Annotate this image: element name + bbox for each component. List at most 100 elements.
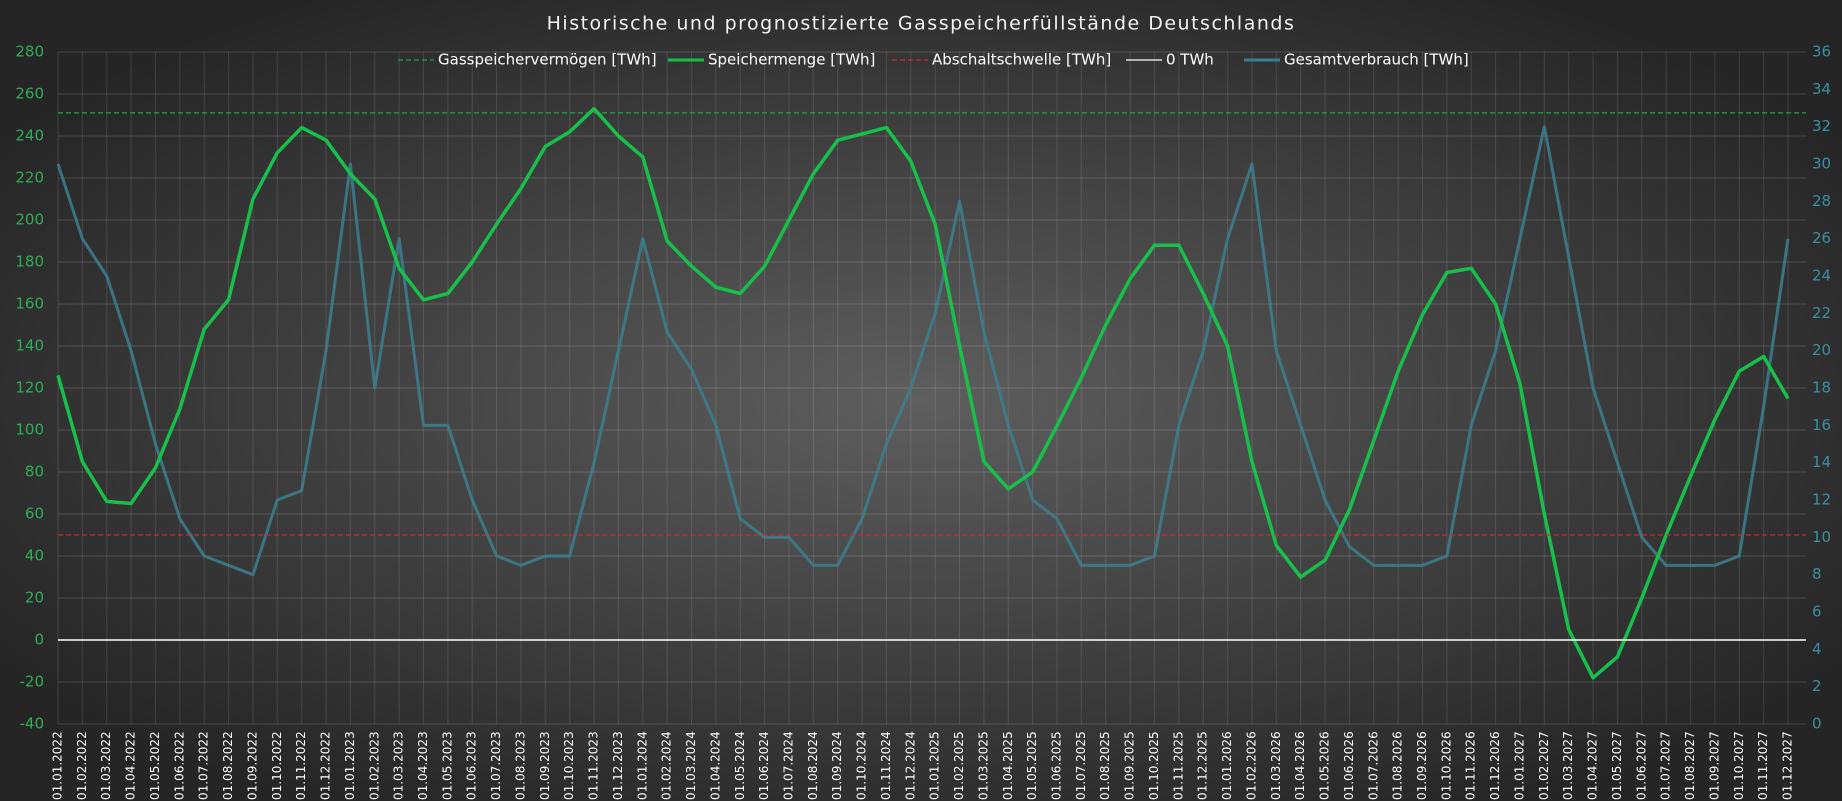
y2-tick-label: 4 [1812,640,1822,658]
x-tick-label: 01.11.2026 [1464,731,1478,800]
y-tick-label: 0 [34,631,44,649]
x-tick-label: 01.01.2026 [1220,731,1234,800]
y-tick-label: 160 [15,295,44,313]
x-tick-label: 01.09.2024 [830,731,844,800]
x-tick-label: 01.03.2027 [1561,731,1575,800]
x-tick-label: 01.03.2025 [976,731,990,800]
x-tick-label: 01.05.2026 [1318,731,1332,800]
y-tick-label: 220 [15,169,44,187]
y2-tick-label: 8 [1812,565,1822,583]
x-tick-label: 01.07.2023 [489,731,503,800]
x-tick-label: 01.02.2023 [367,731,381,800]
x-tick-label: 01.04.2022 [124,731,138,800]
x-tick-label: 01.12.2025 [1196,731,1210,800]
x-tick-label: 01.07.2027 [1659,731,1673,800]
x-tick-label: 01.11.2024 [879,731,893,800]
x-tick-label: 01.08.2027 [1683,731,1697,800]
x-tick-label: 01.09.2027 [1707,731,1721,800]
x-tick-label: 01.07.2026 [1366,731,1380,800]
legend-label: Abschaltschwelle [TWh] [932,51,1111,69]
x-tick-label: 01.03.2023 [392,731,406,800]
x-tick-label: 01.10.2023 [562,731,576,800]
legend-label: Speichermenge [TWh] [708,51,875,69]
x-tick-label: 01.06.2025 [1050,731,1064,800]
y-tick-label: 120 [15,379,44,397]
legend-label: Gesamtverbrauch [TWh] [1284,51,1469,69]
x-tick-label: 01.01.2027 [1512,731,1526,800]
x-tick-label: 01.12.2027 [1781,731,1795,800]
y2-tick-label: 2 [1812,677,1822,695]
x-tick-label: 01.12.2024 [903,731,917,800]
y2-tick-label: 24 [1812,267,1831,285]
x-tick-label: 01.05.2022 [148,731,162,800]
x-tick-label: 01.12.2023 [611,731,625,800]
x-tick-label: 01.10.2027 [1732,731,1746,800]
x-tick-label: 01.06.2027 [1634,731,1648,800]
x-tick-label: 01.04.2025 [1001,731,1015,800]
y2-tick-label: 30 [1812,155,1831,173]
y-tick-label: 100 [15,421,44,439]
legend-label: 0 TWh [1166,51,1214,69]
y-tick-label: 60 [25,505,44,523]
y2-tick-label: 10 [1812,528,1831,546]
x-tick-label: 01.10.2024 [855,731,869,800]
x-tick-label: 01.04.2024 [708,731,722,800]
x-tick-label: 01.05.2025 [1025,731,1039,800]
x-tick-label: 01.01.2024 [635,731,649,800]
y-tick-label: 240 [15,127,44,145]
x-tick-label: 01.12.2026 [1488,731,1502,800]
legend-label: Gasspeichervermögen [TWh] [438,51,657,69]
y2-tick-label: 36 [1812,43,1831,61]
x-tick-label: 01.06.2022 [172,731,186,800]
y2-tick-label: 34 [1812,80,1831,98]
x-tick-label: 01.11.2023 [587,731,601,800]
x-tick-label: 01.02.2022 [75,731,89,800]
y-tick-label: -40 [20,715,45,733]
y2-tick-label: 22 [1812,304,1831,322]
x-tick-label: 01.07.2022 [197,731,211,800]
series-line [56,106,1790,680]
x-tick-label: 01.01.2022 [51,731,65,800]
y-tick-label: 140 [15,337,44,355]
x-tick-label: 01.07.2024 [781,731,795,800]
y-tick-label: 280 [15,43,44,61]
y2-tick-label: 32 [1812,117,1831,135]
y2-tick-label: 26 [1812,229,1831,247]
y2-tick-label: 16 [1812,416,1831,434]
x-tick-label: 01.11.2025 [1171,731,1185,800]
x-tick-label: 01.07.2025 [1074,731,1088,800]
x-tick-label: 01.10.2022 [270,731,284,800]
series-line [56,125,1790,577]
y-tick-label: -20 [20,673,45,691]
x-tick-label: 01.06.2024 [757,731,771,800]
x-tick-label: 01.02.2027 [1537,731,1551,800]
y-tick-label: 260 [15,85,44,103]
x-tick-label: 01.02.2026 [1244,731,1258,800]
x-tick-label: 01.05.2024 [733,731,747,800]
x-tick-label: 01.11.2027 [1756,731,1770,800]
x-tick-label: 01.04.2026 [1293,731,1307,800]
x-tick-label: 01.06.2023 [465,731,479,800]
y-tick-label: 40 [25,547,44,565]
x-tick-label: 01.11.2022 [294,731,308,800]
x-tick-label: 01.06.2026 [1342,731,1356,800]
y2-tick-label: 18 [1812,379,1831,397]
x-tick-label: 01.02.2024 [660,731,674,800]
x-tick-label: 01.03.2022 [99,731,113,800]
x-tick-label: 01.09.2023 [538,731,552,800]
y2-tick-label: 20 [1812,341,1831,359]
y2-tick-label: 0 [1812,715,1822,733]
x-tick-label: 01.04.2027 [1586,731,1600,800]
x-tick-label: 01.10.2025 [1147,731,1161,800]
y-tick-label: 80 [25,463,44,481]
x-tick-label: 01.04.2023 [416,731,430,800]
y2-tick-label: 14 [1812,453,1831,471]
x-tick-label: 01.08.2023 [513,731,527,800]
x-tick-label: 01.09.2025 [1123,731,1137,800]
x-tick-label: 01.09.2026 [1415,731,1429,800]
x-tick-label: 01.05.2023 [440,731,454,800]
y2-tick-label: 6 [1812,603,1822,621]
x-tick-label: 01.12.2022 [319,731,333,800]
